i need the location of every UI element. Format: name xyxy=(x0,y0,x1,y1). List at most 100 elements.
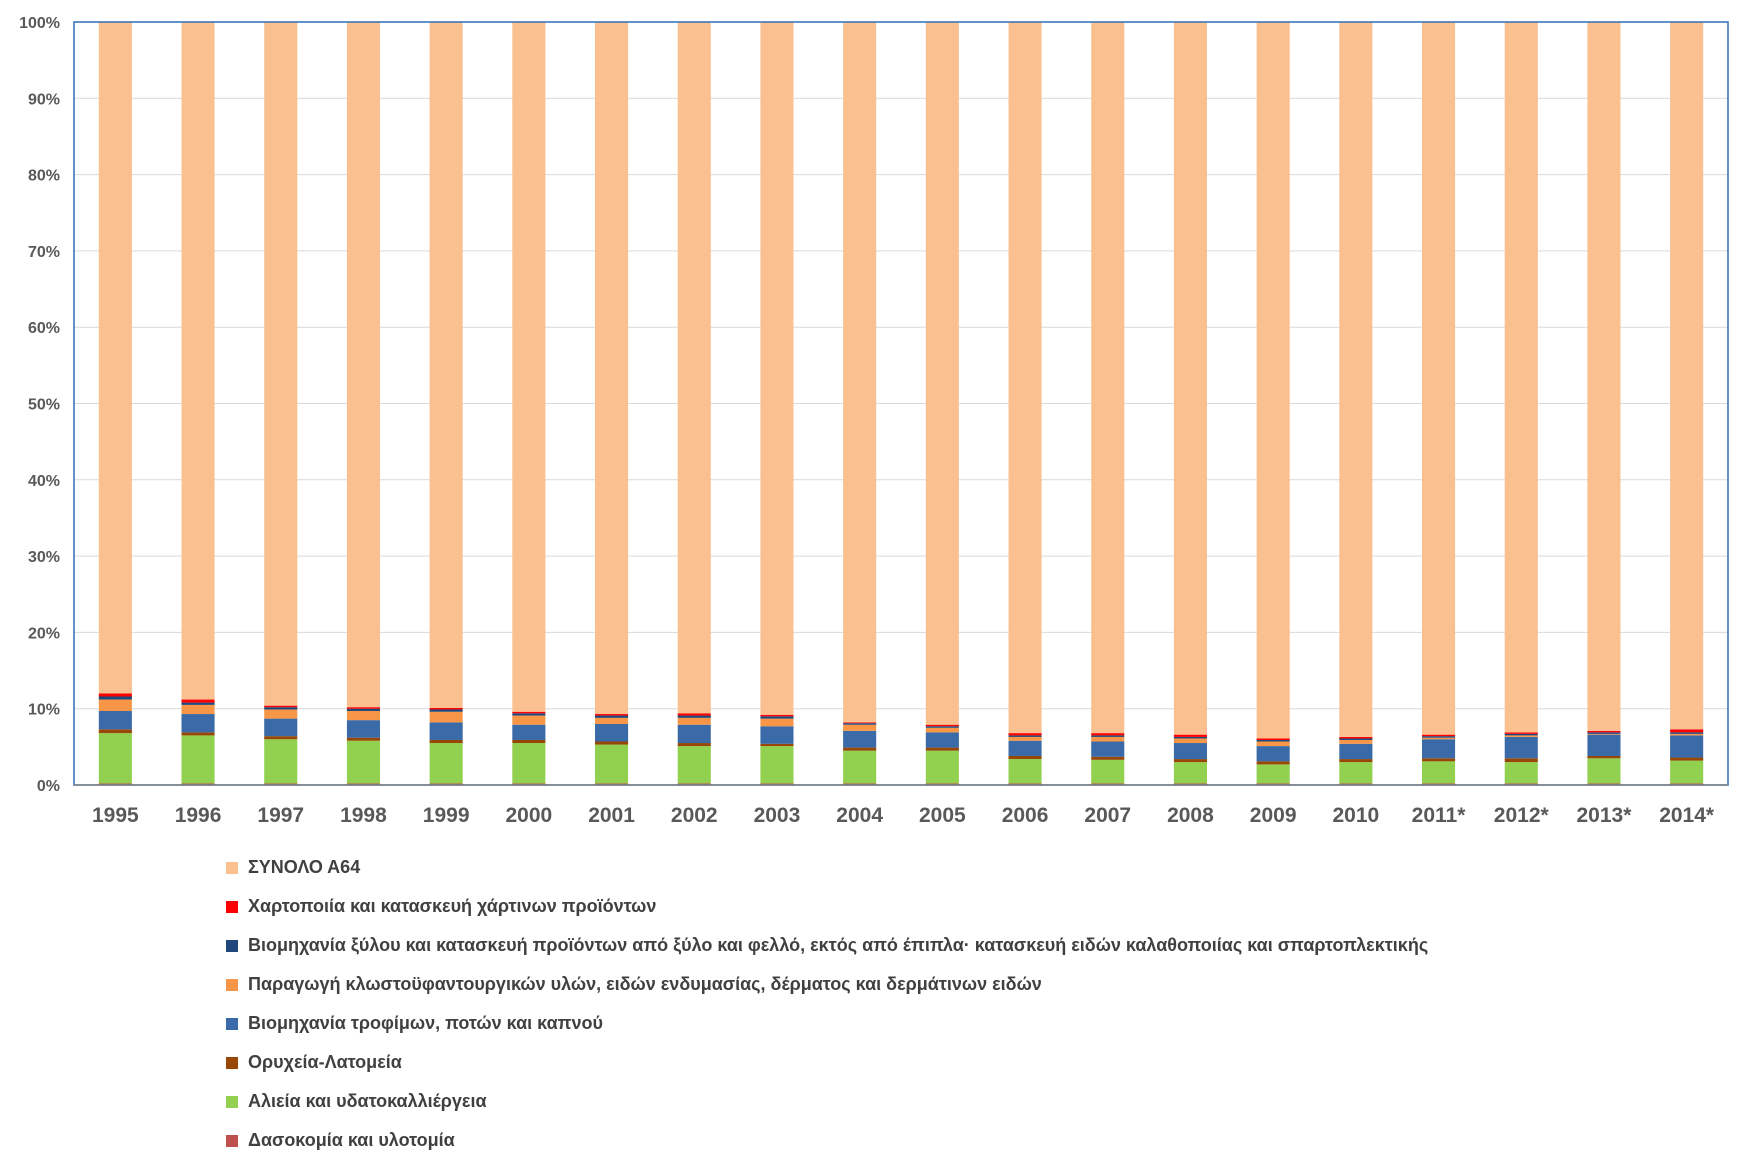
bar-segment xyxy=(429,722,463,740)
bar-segment xyxy=(1504,736,1538,759)
bar-segment xyxy=(1091,733,1125,736)
bar-segment xyxy=(181,735,215,784)
bar-segment xyxy=(346,720,380,738)
legend-label: Δασοκομία και υλοτομία xyxy=(248,1130,455,1150)
x-tick-label: 2000 xyxy=(505,804,552,827)
x-tick-label: 2008 xyxy=(1167,804,1214,827)
bar-segment xyxy=(1008,756,1042,760)
bar-segment xyxy=(512,739,546,744)
x-tick-label: 2007 xyxy=(1084,804,1131,827)
bar-segment xyxy=(264,22,298,706)
bar-segment xyxy=(346,708,380,711)
legend-item: Βιομηχανία τροφίμων, ποτών και καπνού xyxy=(226,1004,1428,1043)
bar-segment xyxy=(1587,734,1621,757)
bar-segment xyxy=(1256,746,1290,762)
legend-label: Βιομηχανία τροφίμων, ποτών και καπνού xyxy=(248,1013,603,1033)
bar-segment xyxy=(512,715,546,725)
y-tick-label: 40% xyxy=(28,473,60,490)
bar-segment xyxy=(346,737,380,741)
bar-segment xyxy=(1587,732,1621,734)
bar-segment xyxy=(843,730,877,748)
bar-segment xyxy=(181,714,215,733)
x-tick-label: 1996 xyxy=(175,804,222,827)
y-tick-label: 100% xyxy=(19,15,60,32)
legend-item: Βιομηχανία ξύλου και κατασκευή προϊόντων… xyxy=(226,926,1428,965)
bar-segment xyxy=(346,707,380,709)
bar-segment xyxy=(346,22,380,708)
bar-segment xyxy=(1339,22,1373,737)
bar-segment xyxy=(1173,762,1207,784)
bar-segment xyxy=(1173,743,1207,760)
bar-segment xyxy=(1504,733,1538,736)
legend-item: Δασοκομία και υλοτομία xyxy=(226,1121,1428,1160)
bar-segment xyxy=(1504,758,1538,763)
bar-segment xyxy=(1587,22,1621,731)
bar-segment xyxy=(181,783,215,785)
y-tick-label: 60% xyxy=(28,320,60,337)
bar-segment xyxy=(1339,762,1373,784)
bar-segment xyxy=(1670,732,1704,734)
legend-swatch xyxy=(226,900,238,913)
bar-segment xyxy=(1008,759,1042,784)
bar-segment xyxy=(429,739,463,744)
x-tick-label: 2011* xyxy=(1412,804,1467,827)
bar-segment xyxy=(512,713,546,716)
legend-item: Παραγωγή κλωστοϋφαντουργικών υλών, ειδών… xyxy=(226,965,1428,1004)
bar-segment xyxy=(512,711,546,714)
bar-segment xyxy=(595,715,629,718)
bar-segment xyxy=(1504,783,1538,785)
legend-item: ΣΥΝΟΛΟ Α64 xyxy=(226,848,1428,887)
bar-segment xyxy=(1173,22,1207,735)
bar-segment xyxy=(1173,738,1207,744)
legend-swatch xyxy=(226,1056,238,1069)
x-axis-ticks: 1995 1996 1997 1998 1999 2000 2001 2002 2003 2004… xyxy=(92,804,1715,827)
bar-segment xyxy=(1504,735,1538,737)
bar-segment xyxy=(1504,762,1538,784)
bar-segment xyxy=(1587,756,1621,759)
bar-segment xyxy=(181,22,215,700)
bar-segment xyxy=(512,743,546,784)
x-tick-label: 1999 xyxy=(423,804,470,827)
legend-item: Χαρτοποιία και κατασκευή χάρτινων προϊόν… xyxy=(226,887,1428,926)
bar-segment xyxy=(760,746,794,784)
bar-segment xyxy=(429,22,463,708)
legend-label: Παραγωγή κλωστοϋφαντουργικών υλών, ειδών… xyxy=(248,974,1042,994)
bar-segment xyxy=(843,723,877,725)
x-tick-label: 1998 xyxy=(340,804,387,827)
bar-segment xyxy=(264,736,298,740)
bar-segment xyxy=(595,741,629,745)
y-tick-label: 70% xyxy=(28,244,60,261)
bar-segment xyxy=(1091,741,1125,757)
bar-segment xyxy=(1670,757,1704,761)
x-tick-label: 2010 xyxy=(1332,804,1379,827)
bar-segment xyxy=(1091,735,1125,737)
bar-segment xyxy=(760,22,794,715)
bar-segment xyxy=(264,707,298,710)
bar-segment xyxy=(346,710,380,721)
bar-segment xyxy=(677,717,711,725)
bar-segment xyxy=(925,747,959,751)
bar-segment xyxy=(1339,739,1373,744)
bar-segment xyxy=(760,726,794,744)
bar-segment xyxy=(181,702,215,705)
bar-segment xyxy=(1008,22,1042,734)
bar-segment xyxy=(1670,783,1704,785)
x-tick-label: 2005 xyxy=(919,804,966,827)
x-tick-label: 2002 xyxy=(671,804,718,827)
bar-segment xyxy=(429,783,463,785)
y-tick-label: 30% xyxy=(28,549,60,566)
bar-segment xyxy=(677,743,711,747)
bar-segment xyxy=(1422,22,1456,735)
y-tick-label: 20% xyxy=(28,625,60,642)
bar-segment xyxy=(98,733,132,784)
bar-segment xyxy=(1670,729,1704,733)
bar-segment xyxy=(760,714,794,717)
legend-label: Αλιεία και υδατοκαλλιέργεια xyxy=(248,1091,487,1111)
bar-segment xyxy=(429,711,463,723)
axes xyxy=(73,21,1729,786)
bar-segment xyxy=(677,22,711,714)
bar-segment xyxy=(1008,783,1042,785)
x-tick-label: 1997 xyxy=(257,804,304,827)
bar-segment xyxy=(1008,733,1042,736)
bar-segment xyxy=(1091,736,1125,742)
